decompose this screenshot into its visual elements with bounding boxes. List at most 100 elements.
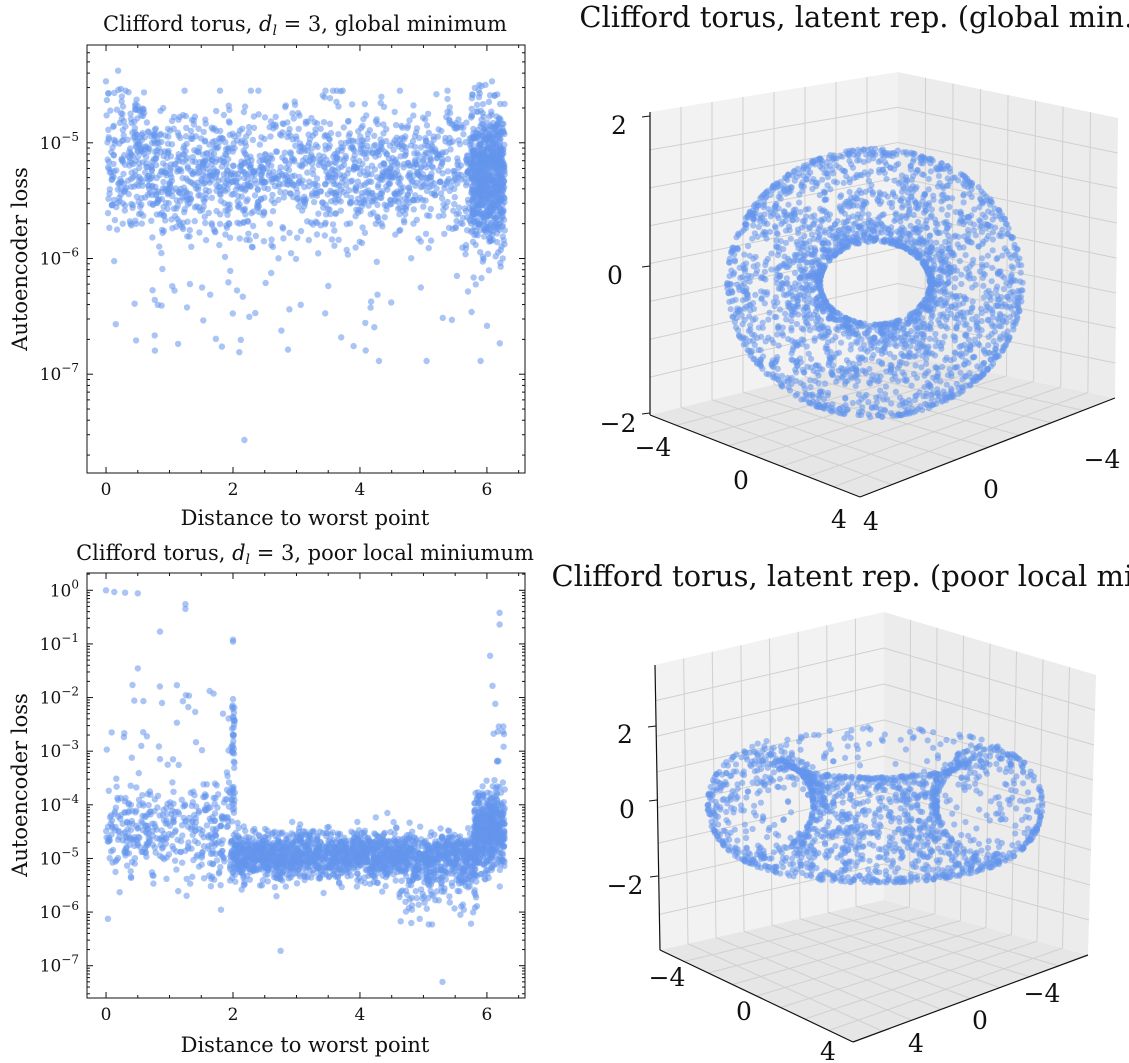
data-point [378,220,385,227]
data-point [495,116,502,123]
data-point [312,838,320,845]
data-point [196,229,203,236]
data-point [438,874,445,882]
data-point [149,234,156,241]
data-point [417,823,424,830]
data-point [305,855,312,863]
data-point [158,834,165,841]
data-point [496,883,503,890]
data-point [331,227,338,234]
data-point [251,176,259,184]
data-point [216,220,224,228]
data-point [226,119,233,126]
data-point [473,230,480,238]
data-point [289,110,296,117]
data-point [236,349,243,356]
data-point [387,828,394,836]
data-point [295,194,302,202]
data-point [227,267,234,275]
data-point [468,111,475,118]
data-point [106,224,113,231]
data-point [330,180,337,188]
data-point [337,88,344,95]
data-point [189,153,196,161]
data-point [215,791,222,798]
data-point [428,921,436,928]
data-point [272,113,279,121]
data-point [476,204,483,211]
data-point [252,232,260,240]
data-point [119,220,127,227]
data-point [391,835,398,843]
data-point [370,195,378,202]
data-point [195,809,202,816]
data-point [332,210,339,217]
data-point [343,869,351,876]
data-point [391,849,398,856]
data-point [492,191,499,199]
data-point [109,846,117,854]
data-point [185,845,192,852]
data-point [462,251,469,258]
data-point [455,880,463,887]
data-point [193,203,200,210]
data-point [146,838,153,845]
data-point [267,118,275,125]
data-point [304,118,311,125]
data-point [352,244,359,251]
data-point [324,862,332,870]
data-point [444,178,451,185]
data-point [294,234,301,241]
data-point [296,140,304,147]
data-point [236,183,243,190]
data-point [430,136,437,143]
data-point [211,137,218,145]
data-point [264,185,272,193]
data-point [326,120,334,128]
data-point [262,865,270,873]
data-point [337,840,345,847]
data-point [153,147,161,154]
data-point [472,241,479,249]
data-point [477,357,484,365]
data-point [436,837,443,844]
data-point [484,224,491,232]
data-point [200,196,207,203]
data-point [428,163,436,170]
data-point [473,170,480,177]
data-point [463,119,470,126]
data-point [282,102,289,109]
data-point [355,206,362,213]
data-points [102,67,508,444]
data-point [386,201,394,208]
data-point [207,291,214,298]
data-point [445,833,453,841]
data-point [442,861,449,868]
data-point [493,238,501,246]
data-point [150,872,157,879]
data-point [171,857,179,864]
data-point [378,93,385,101]
data-point [483,143,491,150]
data-point [239,847,246,854]
data-point [136,106,143,113]
data-point [213,145,221,152]
data-point [482,81,489,89]
data-point [289,818,296,826]
data-point [283,836,291,844]
data-point [120,170,127,178]
data-point [262,279,269,287]
data-point [105,136,113,143]
data-point [242,142,250,149]
data-point [476,164,483,171]
data-point [187,880,194,887]
data-point [496,205,504,212]
data-point [322,219,329,226]
data-point [106,837,113,844]
data-point [295,179,302,187]
data-point [372,831,379,838]
data-point [455,210,462,217]
data-point [180,184,188,191]
data-point [464,288,472,295]
data-point [183,140,190,148]
